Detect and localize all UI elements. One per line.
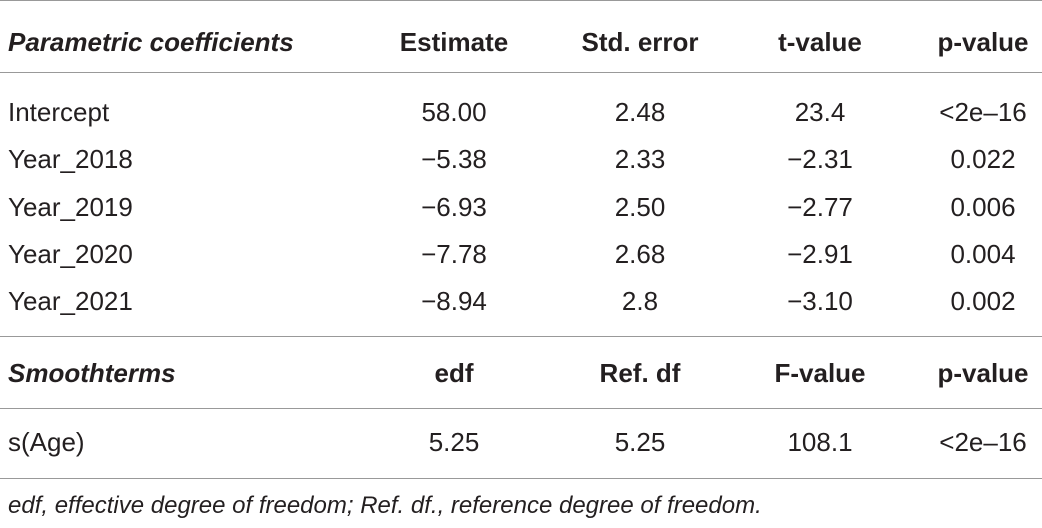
rule (0, 0, 1042, 1)
cell: 58.00 (421, 97, 487, 127)
cell: −7.78 (421, 239, 487, 269)
cell: <2e–16 (939, 427, 1027, 457)
cell: <2e–16 (939, 97, 1027, 127)
rule (0, 408, 1042, 409)
cell: Year_2021 (8, 286, 133, 316)
header-cell: Ref. df (599, 358, 681, 388)
header-cell: Estimate (399, 27, 509, 57)
header-cell: Parametric coefficients (8, 27, 294, 57)
cell: −2.91 (787, 239, 853, 269)
header-cell: Std. error (581, 27, 699, 57)
cell: Intercept (8, 97, 110, 127)
header-cell: Smoothterms (8, 358, 176, 388)
cell: −2.31 (787, 144, 853, 174)
cell: 2.48 (614, 97, 666, 127)
footnote: edf, effective degree of freedom; Ref. d… (8, 492, 762, 519)
cell: 2.68 (614, 239, 666, 269)
rule (0, 336, 1042, 337)
header-cell: p-value (937, 27, 1029, 57)
cell: −2.77 (787, 192, 853, 222)
cell: 5.25 (428, 427, 480, 457)
cell: 2.33 (614, 144, 666, 174)
cell: 0.004 (950, 239, 1016, 269)
cell: 2.8 (621, 286, 659, 316)
cell: 5.25 (614, 427, 666, 457)
cell: 0.006 (950, 192, 1016, 222)
header-cell: edf (434, 358, 474, 388)
header-cell: t-value (778, 27, 862, 57)
cell: −8.94 (421, 286, 487, 316)
rule (0, 72, 1042, 73)
cell: −5.38 (421, 144, 487, 174)
cell: Year_2019 (8, 192, 133, 222)
cell: 108.1 (787, 427, 853, 457)
cell: Year_2018 (8, 144, 133, 174)
header-cell: p-value (937, 358, 1029, 388)
cell: 23.4 (794, 97, 846, 127)
cell: −3.10 (787, 286, 853, 316)
cell: 2.50 (614, 192, 666, 222)
rule (0, 478, 1042, 479)
header-cell: F-value (774, 358, 866, 388)
cell: 0.002 (950, 286, 1016, 316)
cell: 0.022 (950, 144, 1016, 174)
cell: −6.93 (421, 192, 487, 222)
cell: s(Age) (8, 427, 85, 457)
cell: Year_2020 (8, 239, 133, 269)
